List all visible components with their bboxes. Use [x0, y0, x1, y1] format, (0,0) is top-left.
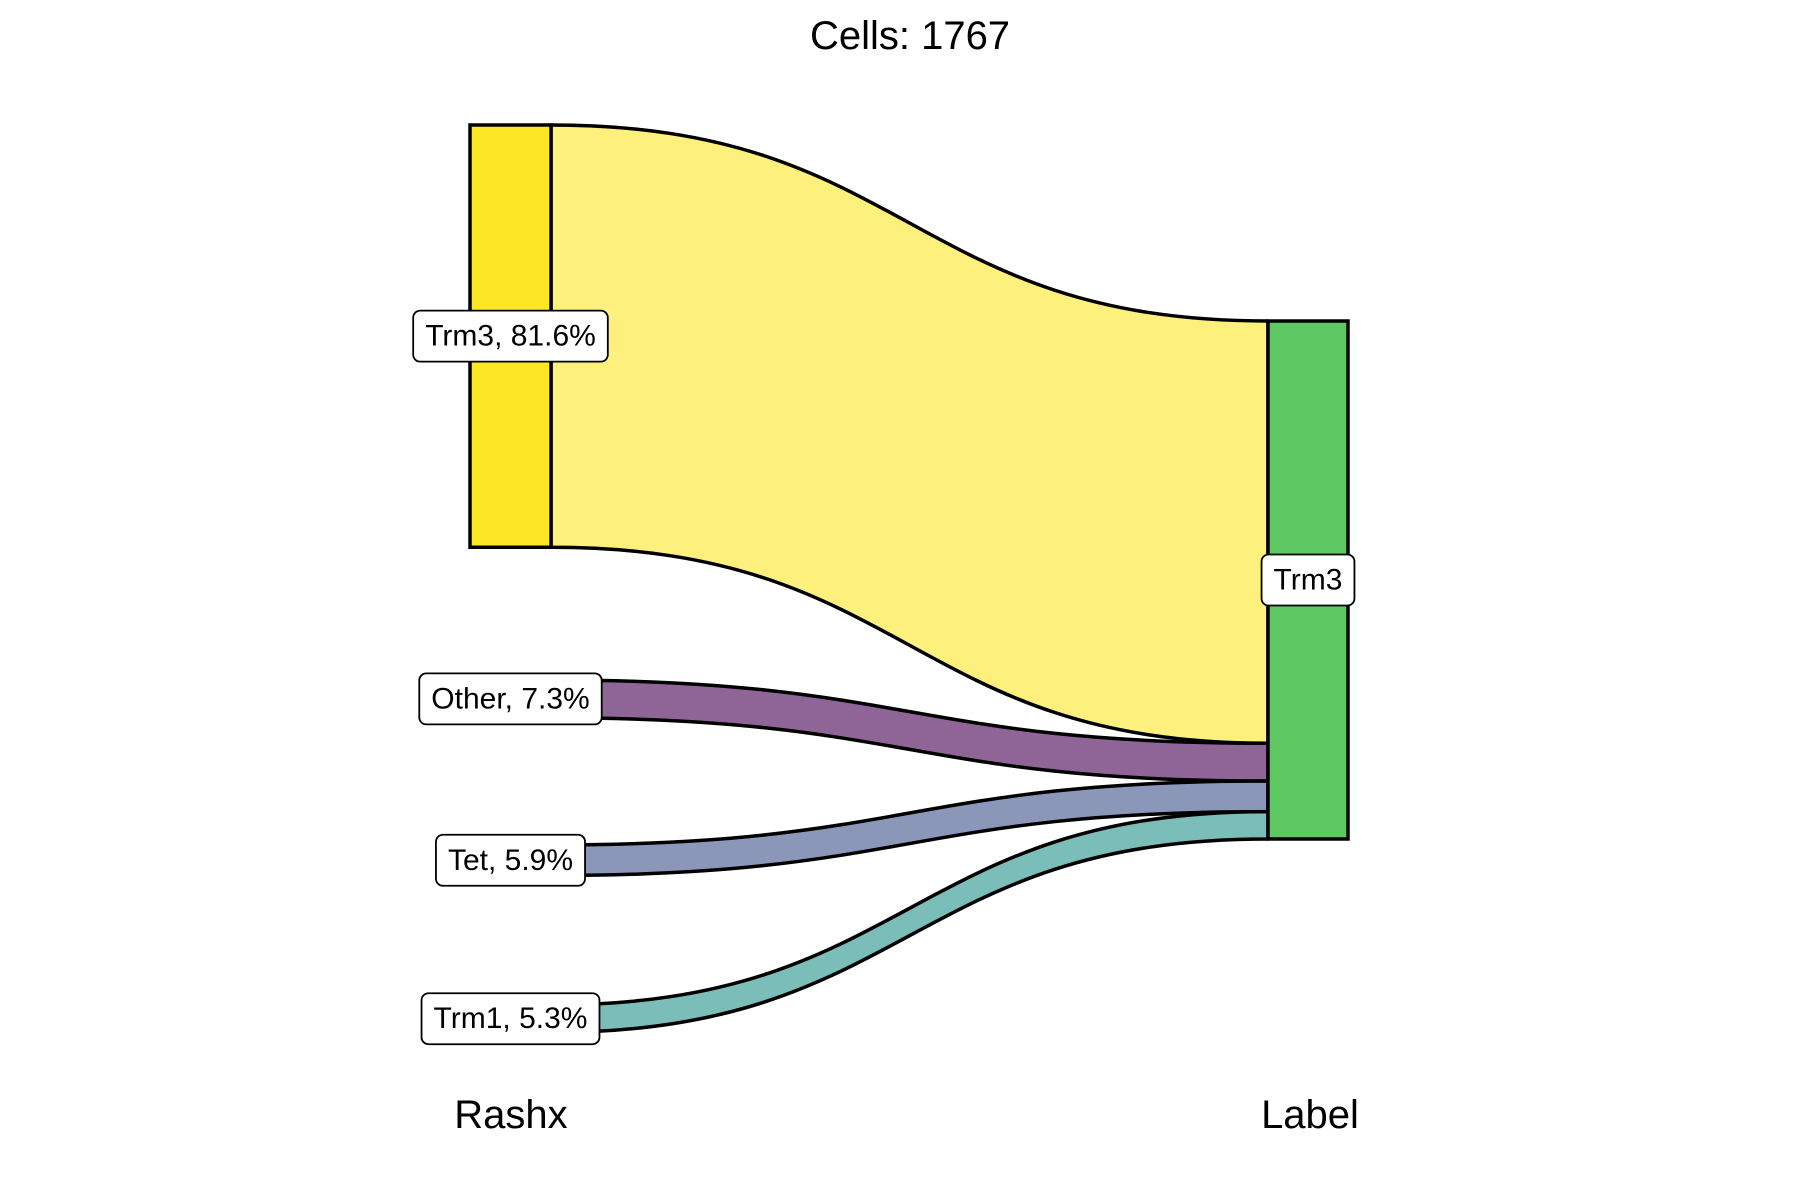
- label-left-trm1-text: Trm1, 5.3%: [434, 1002, 588, 1035]
- label-left-trm3-text: Trm3, 81.6%: [425, 320, 596, 353]
- flows-layer: [549, 123, 1270, 1035]
- label-left-other-box: [418, 672, 603, 726]
- label-left-trm1: Trm1, 5.3%: [420, 992, 601, 1046]
- labels-layer: Trm3, 81.6% Other, 7.3% Tet, 5.9% Trm1, 5.3…: [412, 309, 1356, 1046]
- label-right-trm3-text: Trm3: [1274, 564, 1343, 597]
- label-left-trm3-box: [412, 309, 609, 363]
- label-right-trm3-box: [1260, 553, 1356, 607]
- label-left-tet-box: [435, 833, 586, 887]
- chart-title: Cells: 1767: [810, 14, 1010, 58]
- axis-label-right: Label: [1261, 1093, 1359, 1137]
- label-left-other: Other, 7.3%: [418, 672, 603, 726]
- axis-label-left: Rashx: [454, 1093, 567, 1137]
- label-left-trm1-box: [420, 992, 601, 1046]
- label-left-tet-text: Tet, 5.9%: [448, 844, 573, 877]
- label-left-other-text: Other, 7.3%: [431, 682, 589, 715]
- label-left-tet: Tet, 5.9%: [435, 833, 586, 887]
- label-left-trm3: Trm3, 81.6%: [412, 309, 609, 363]
- label-right-trm3: Trm3: [1260, 553, 1356, 607]
- flow-trm3: [549, 123, 1270, 746]
